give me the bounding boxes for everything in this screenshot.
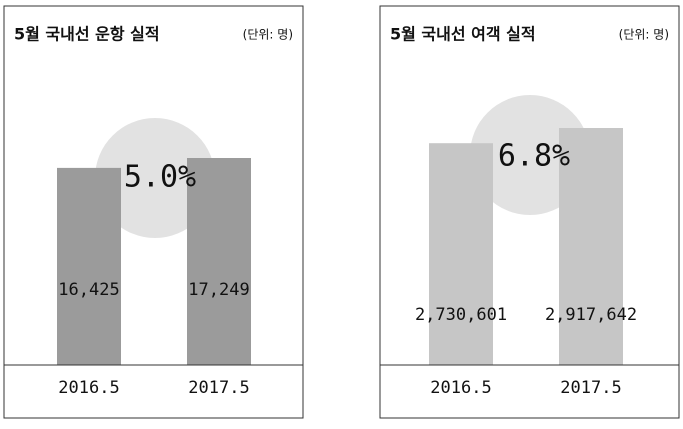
x-tick-label: 2016.5 xyxy=(58,378,119,398)
unit-label: (단위: 명) xyxy=(243,28,293,42)
value-label: 2,917,642 xyxy=(545,305,637,325)
growth-annotation: 6.8% xyxy=(498,139,570,174)
bar xyxy=(559,128,623,365)
bar xyxy=(429,143,493,365)
bar xyxy=(57,167,121,365)
bar xyxy=(187,158,251,365)
chart-title: 5월 국내선 여객 실적 xyxy=(390,25,536,44)
highlight-circle xyxy=(95,118,215,238)
value-label: 16,425 xyxy=(58,280,119,300)
growth-annotation: 5.0% xyxy=(124,160,196,195)
unit-label: (단위: 명) xyxy=(619,28,669,42)
chart-title: 5월 국내선 운항 실적 xyxy=(14,25,160,44)
x-tick-label: 2016.5 xyxy=(430,378,491,398)
x-tick-label: 2017.5 xyxy=(188,378,249,398)
value-label: 2,730,601 xyxy=(415,305,507,325)
value-label: 17,249 xyxy=(188,280,249,300)
x-tick-label: 2017.5 xyxy=(560,378,621,398)
